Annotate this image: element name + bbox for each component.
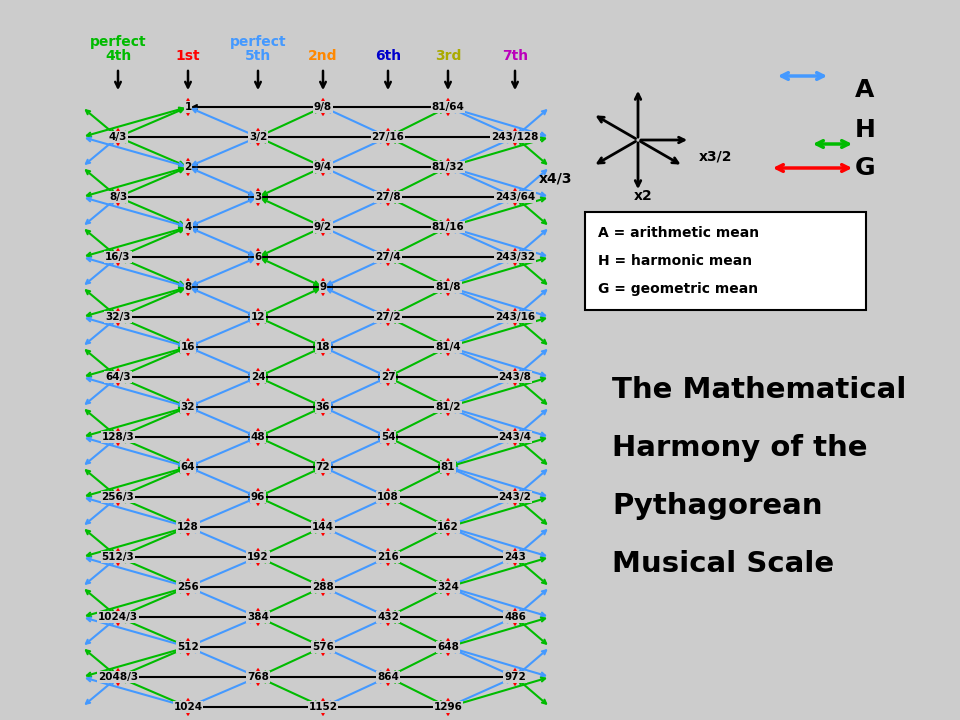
Text: 2: 2	[184, 162, 192, 172]
Text: 81/64: 81/64	[432, 102, 465, 112]
Text: 27/16: 27/16	[372, 132, 404, 142]
Text: 243: 243	[504, 552, 526, 562]
Text: 9: 9	[320, 282, 326, 292]
Text: 108: 108	[377, 492, 398, 502]
Text: 1296: 1296	[434, 702, 463, 712]
Text: 81/16: 81/16	[432, 222, 465, 232]
Text: 72: 72	[316, 462, 330, 472]
Text: 4/3: 4/3	[108, 132, 127, 142]
Text: perfect: perfect	[229, 35, 286, 49]
Text: 512: 512	[178, 642, 199, 652]
Text: The Mathematical: The Mathematical	[612, 376, 906, 404]
Text: 16: 16	[180, 342, 195, 352]
Text: 64: 64	[180, 462, 195, 472]
Text: 3: 3	[254, 192, 262, 202]
Text: 1st: 1st	[176, 49, 201, 63]
Text: 6th: 6th	[375, 49, 401, 63]
Text: 576: 576	[312, 642, 334, 652]
Text: 128: 128	[178, 522, 199, 532]
Text: 48: 48	[251, 432, 265, 442]
Text: 81: 81	[441, 462, 455, 472]
Text: 96: 96	[251, 492, 265, 502]
Text: 864: 864	[377, 672, 399, 682]
Text: 243/32: 243/32	[495, 252, 535, 262]
Text: 9/4: 9/4	[314, 162, 332, 172]
Text: 256/3: 256/3	[102, 492, 134, 502]
Text: 144: 144	[312, 522, 334, 532]
Text: 9/8: 9/8	[314, 102, 332, 112]
Text: 16/3: 16/3	[106, 252, 131, 262]
Text: 128/3: 128/3	[102, 432, 134, 442]
Text: 27/4: 27/4	[375, 252, 401, 262]
Text: 1152: 1152	[308, 702, 338, 712]
Text: Harmony of the: Harmony of the	[612, 434, 868, 462]
FancyBboxPatch shape	[585, 212, 866, 310]
Text: 81/32: 81/32	[432, 162, 465, 172]
Text: 27/8: 27/8	[375, 192, 401, 202]
Text: 648: 648	[437, 642, 459, 652]
Text: x3/2: x3/2	[699, 149, 732, 163]
Text: H: H	[854, 118, 876, 142]
Text: perfect: perfect	[89, 35, 146, 49]
Text: 243/2: 243/2	[498, 492, 532, 502]
Text: 2048/3: 2048/3	[98, 672, 138, 682]
Text: 81/8: 81/8	[435, 282, 461, 292]
Text: x4/3: x4/3	[540, 171, 573, 185]
Text: 192: 192	[247, 552, 269, 562]
Text: 216: 216	[377, 552, 398, 562]
Text: 9/2: 9/2	[314, 222, 332, 232]
Text: 243/8: 243/8	[498, 372, 532, 382]
Text: 243/128: 243/128	[492, 132, 539, 142]
Text: 1024: 1024	[174, 702, 203, 712]
Text: 243/16: 243/16	[495, 312, 535, 322]
Text: 6: 6	[254, 252, 262, 262]
Text: 512/3: 512/3	[102, 552, 134, 562]
Text: 256: 256	[178, 582, 199, 592]
Text: 8: 8	[184, 282, 192, 292]
Text: 12: 12	[251, 312, 265, 322]
Text: 54: 54	[381, 432, 396, 442]
Text: 27/2: 27/2	[375, 312, 401, 322]
Text: H = harmonic mean: H = harmonic mean	[598, 254, 752, 268]
Text: A = arithmetic mean: A = arithmetic mean	[598, 226, 759, 240]
Text: 32: 32	[180, 402, 195, 412]
Text: 486: 486	[504, 612, 526, 622]
Text: 432: 432	[377, 612, 399, 622]
Text: 4th: 4th	[105, 49, 132, 63]
Text: 81/4: 81/4	[435, 342, 461, 352]
Text: 36: 36	[316, 402, 330, 412]
Text: 243/4: 243/4	[498, 432, 532, 442]
Text: 3rd: 3rd	[435, 49, 461, 63]
Text: 81/2: 81/2	[435, 402, 461, 412]
Text: 4: 4	[184, 222, 192, 232]
Text: 24: 24	[251, 372, 265, 382]
Text: G: G	[854, 156, 876, 180]
Text: 3/2: 3/2	[249, 132, 267, 142]
Text: 1024/3: 1024/3	[98, 612, 138, 622]
Text: 1: 1	[184, 102, 192, 112]
Text: 972: 972	[504, 672, 526, 682]
Text: 768: 768	[247, 672, 269, 682]
Text: 32/3: 32/3	[106, 312, 131, 322]
Text: 8/3: 8/3	[108, 192, 127, 202]
Text: 2nd: 2nd	[308, 49, 338, 63]
Text: Pythagorean: Pythagorean	[612, 492, 823, 520]
Text: Musical Scale: Musical Scale	[612, 550, 834, 578]
Text: 7th: 7th	[502, 49, 528, 63]
Text: 64/3: 64/3	[106, 372, 131, 382]
Text: 5th: 5th	[245, 49, 271, 63]
Text: 384: 384	[247, 612, 269, 622]
Text: G = geometric mean: G = geometric mean	[598, 282, 758, 296]
Text: 162: 162	[437, 522, 459, 532]
Text: x2: x2	[634, 189, 653, 203]
Text: 18: 18	[316, 342, 330, 352]
Text: 288: 288	[312, 582, 334, 592]
Text: 243/64: 243/64	[494, 192, 535, 202]
Text: 324: 324	[437, 582, 459, 592]
Text: 27: 27	[381, 372, 396, 382]
Text: A: A	[855, 78, 875, 102]
